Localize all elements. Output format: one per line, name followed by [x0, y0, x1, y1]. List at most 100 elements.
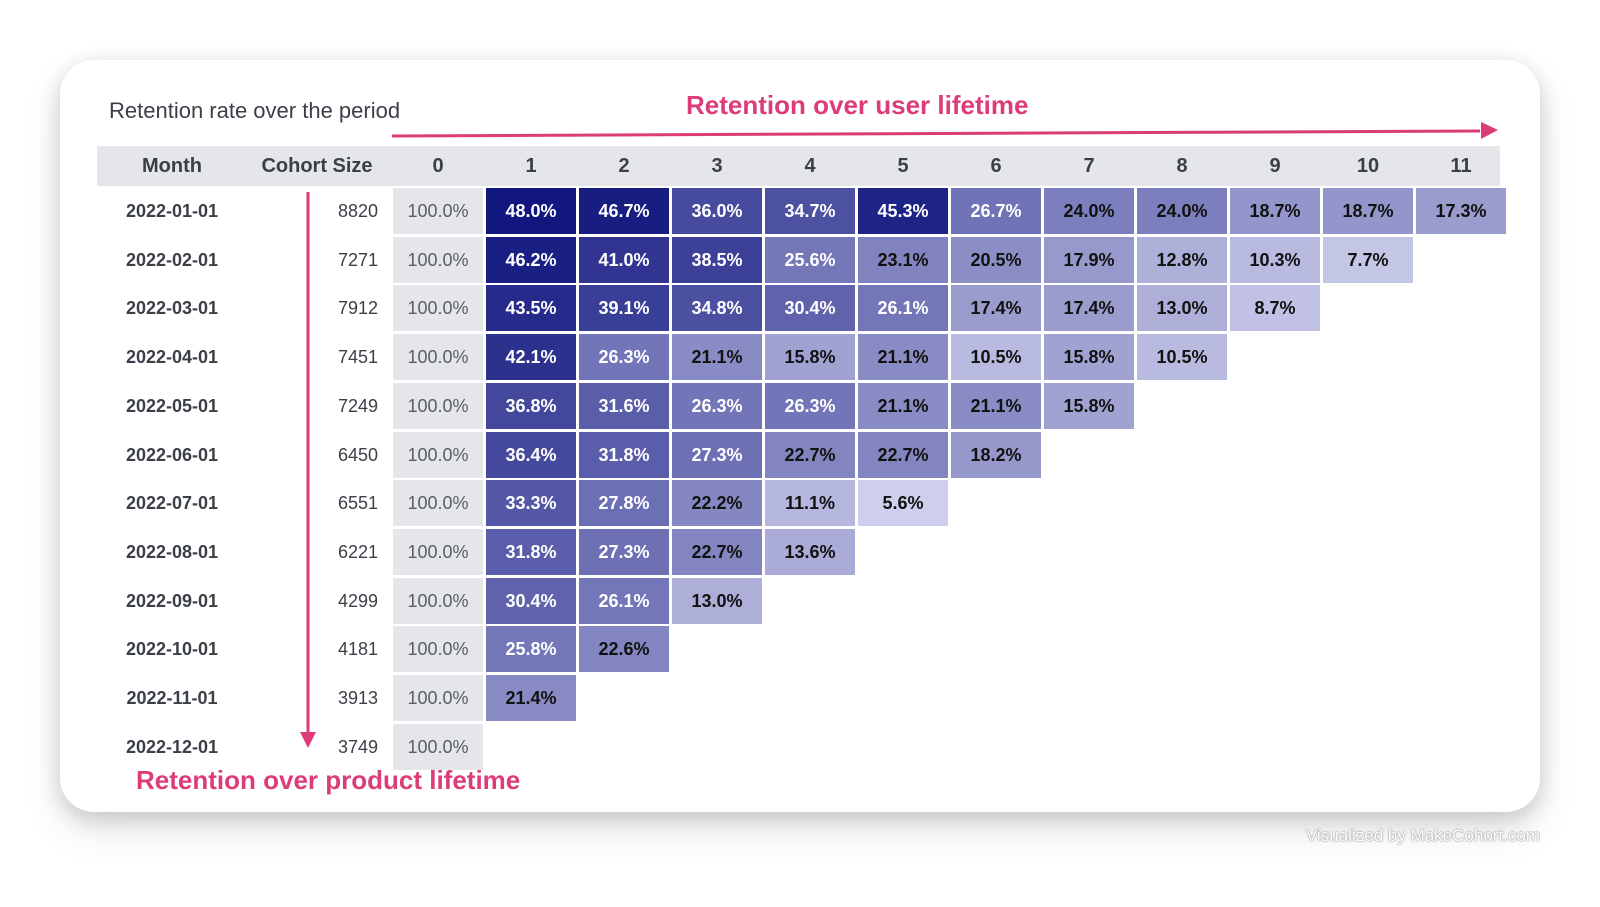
cohort-size-value: 7912 — [337, 298, 378, 319]
header-period-6: 6 — [990, 155, 1002, 177]
heatmap-cell: 10.5% — [951, 334, 1041, 381]
cohort-month-label: 2022-11-01 — [126, 688, 218, 708]
cohort-month-label: 2022-01-01 — [125, 201, 219, 221]
heatmap-cell: 21.1% — [672, 334, 762, 381]
cohort-size-value: 3749 — [337, 736, 378, 757]
heatmap-cell: 41.0% — [579, 236, 669, 283]
heatmap-cell: 13.6% — [765, 528, 855, 575]
heatmap-cell: 18.7% — [1323, 188, 1413, 234]
heatmap-cell: 27.3% — [579, 528, 669, 575]
heatmap-cell: 100.0% — [393, 382, 483, 429]
heatmap-cell: 34.7% — [765, 188, 855, 234]
heatmap-cell: 15.8% — [1044, 382, 1134, 429]
cohort-month-label: 2022-08-01 — [125, 541, 219, 562]
heatmap-cell: 27.8% — [579, 480, 669, 527]
table-header-bar — [97, 146, 1500, 186]
heatmap-cell: 38.5% — [672, 236, 762, 283]
heatmap-cell: 20.5% — [951, 236, 1041, 283]
heatmap-cell: 34.8% — [672, 285, 762, 332]
heatmap-cell: 22.7% — [858, 431, 948, 478]
heatmap-cell: 100.0% — [393, 236, 483, 283]
cohort-size-value: 4181 — [337, 639, 378, 660]
heatmap-cell: 26.7% — [951, 188, 1041, 234]
user-lifetime-axis-label: Retention over user lifetime — [686, 90, 1029, 120]
heatmap-cell: 100.0% — [393, 723, 483, 770]
header-period-11: 11 — [1450, 155, 1472, 177]
heatmap-cell: 22.6% — [579, 626, 669, 673]
heatmap-cell: 22.7% — [672, 528, 762, 575]
heatmap-cell: 11.1% — [765, 480, 855, 527]
cohort-month-label: 2022-06-01 — [125, 444, 219, 465]
chart-title: Retention rate over the period — [109, 98, 401, 123]
heatmap-cell: 30.4% — [765, 285, 855, 332]
heatmap-cell: 10.5% — [1137, 334, 1227, 381]
header-period-2: 2 — [618, 155, 630, 177]
heatmap-cell: 5.6% — [858, 480, 948, 527]
heatmap-cell: 26.3% — [579, 334, 669, 381]
cohort-size-value: 7451 — [337, 347, 378, 368]
heatmap-cell: 100.0% — [393, 285, 483, 332]
header-period-3: 3 — [711, 155, 723, 177]
heatmap-cell: 15.8% — [1044, 334, 1134, 381]
header-period-0: 0 — [432, 155, 444, 177]
heatmap-cell: 8.7% — [1230, 285, 1320, 332]
heatmap-cell: 15.8% — [765, 334, 855, 381]
heatmap-cell: 100.0% — [393, 528, 483, 575]
heatmap-cell: 100.0% — [393, 480, 483, 527]
heatmap-cell: 100.0% — [393, 431, 483, 478]
cohort-month-label: 2022-02-01 — [125, 249, 219, 270]
cohort-size-value: 8820 — [337, 201, 378, 221]
cohort-month-label: 2022-09-01 — [125, 590, 219, 611]
heatmap-cell: 17.4% — [1044, 285, 1134, 332]
cohort-month-label: 2022-07-01 — [125, 493, 219, 514]
heatmap-cell: 27.3% — [672, 431, 762, 478]
heatmap-cell: 33.3% — [486, 480, 576, 527]
heatmap-cell: 36.4% — [486, 431, 576, 478]
heatmap-cell: 18.7% — [1230, 188, 1320, 234]
heatmap-cell: 24.0% — [1137, 188, 1227, 234]
heatmap-cell: 21.4% — [486, 675, 576, 721]
heatmap-cell: 39.1% — [579, 285, 669, 332]
header-month: Month — [142, 155, 202, 177]
heatmap-cell: 48.0% — [486, 188, 576, 234]
header-cohort-size: Cohort Size — [261, 155, 373, 177]
heatmap-cell: 21.1% — [858, 382, 948, 429]
heatmap-cell: 13.0% — [672, 577, 762, 624]
cohort-month-label: 2022-05-01 — [125, 395, 219, 416]
heatmap-cell: 26.3% — [672, 382, 762, 429]
heatmap-cell: 30.4% — [486, 577, 576, 624]
heatmap-cell: 46.2% — [486, 236, 576, 283]
heatmap-cell: 100.0% — [393, 188, 483, 234]
heatmap-cell: 36.8% — [486, 382, 576, 429]
heatmap-cell: 24.0% — [1044, 188, 1134, 234]
cohort-size-value: 3913 — [337, 688, 378, 708]
watermark: Visualized by MakeCohort.com — [1305, 826, 1540, 845]
heatmap-cell: 13.0% — [1137, 285, 1227, 332]
heatmap-cell: 22.2% — [672, 480, 762, 527]
cohort-month-label: 2022-12-01 — [125, 736, 219, 757]
heatmap-cell: 31.6% — [579, 382, 669, 429]
header-period-8: 8 — [1176, 155, 1188, 177]
heatmap-cell: 36.0% — [672, 188, 762, 234]
heatmap-cell: 42.1% — [486, 334, 576, 381]
cohort-month-label: 2022-10-01 — [125, 639, 219, 660]
cohort-month-label: 2022-04-01 — [125, 347, 219, 368]
heatmap-cell: 18.2% — [951, 431, 1041, 478]
header-period-1: 1 — [525, 155, 537, 177]
heatmap-cell: 10.3% — [1230, 236, 1320, 283]
heatmap-cell: 31.8% — [486, 528, 576, 575]
cohort-size-value: 6221 — [337, 541, 378, 562]
heatmap-cell: 46.7% — [579, 188, 669, 234]
heatmap-cell: 100.0% — [393, 675, 483, 721]
user-lifetime-arrow-head — [1481, 122, 1498, 139]
heatmap-cell: 26.1% — [858, 285, 948, 332]
cohort-size-value: 6450 — [337, 444, 378, 465]
header-period-5: 5 — [897, 155, 909, 177]
heatmap-cell: 45.3% — [858, 188, 948, 234]
header-period-4: 4 — [804, 155, 816, 177]
heatmap-cell: 26.3% — [765, 382, 855, 429]
product-lifetime-arrow-head — [300, 732, 316, 748]
heatmap-cell: 25.8% — [486, 626, 576, 673]
heatmap-cell: 31.8% — [579, 431, 669, 478]
heatmap-cell: 17.3% — [1416, 188, 1506, 234]
